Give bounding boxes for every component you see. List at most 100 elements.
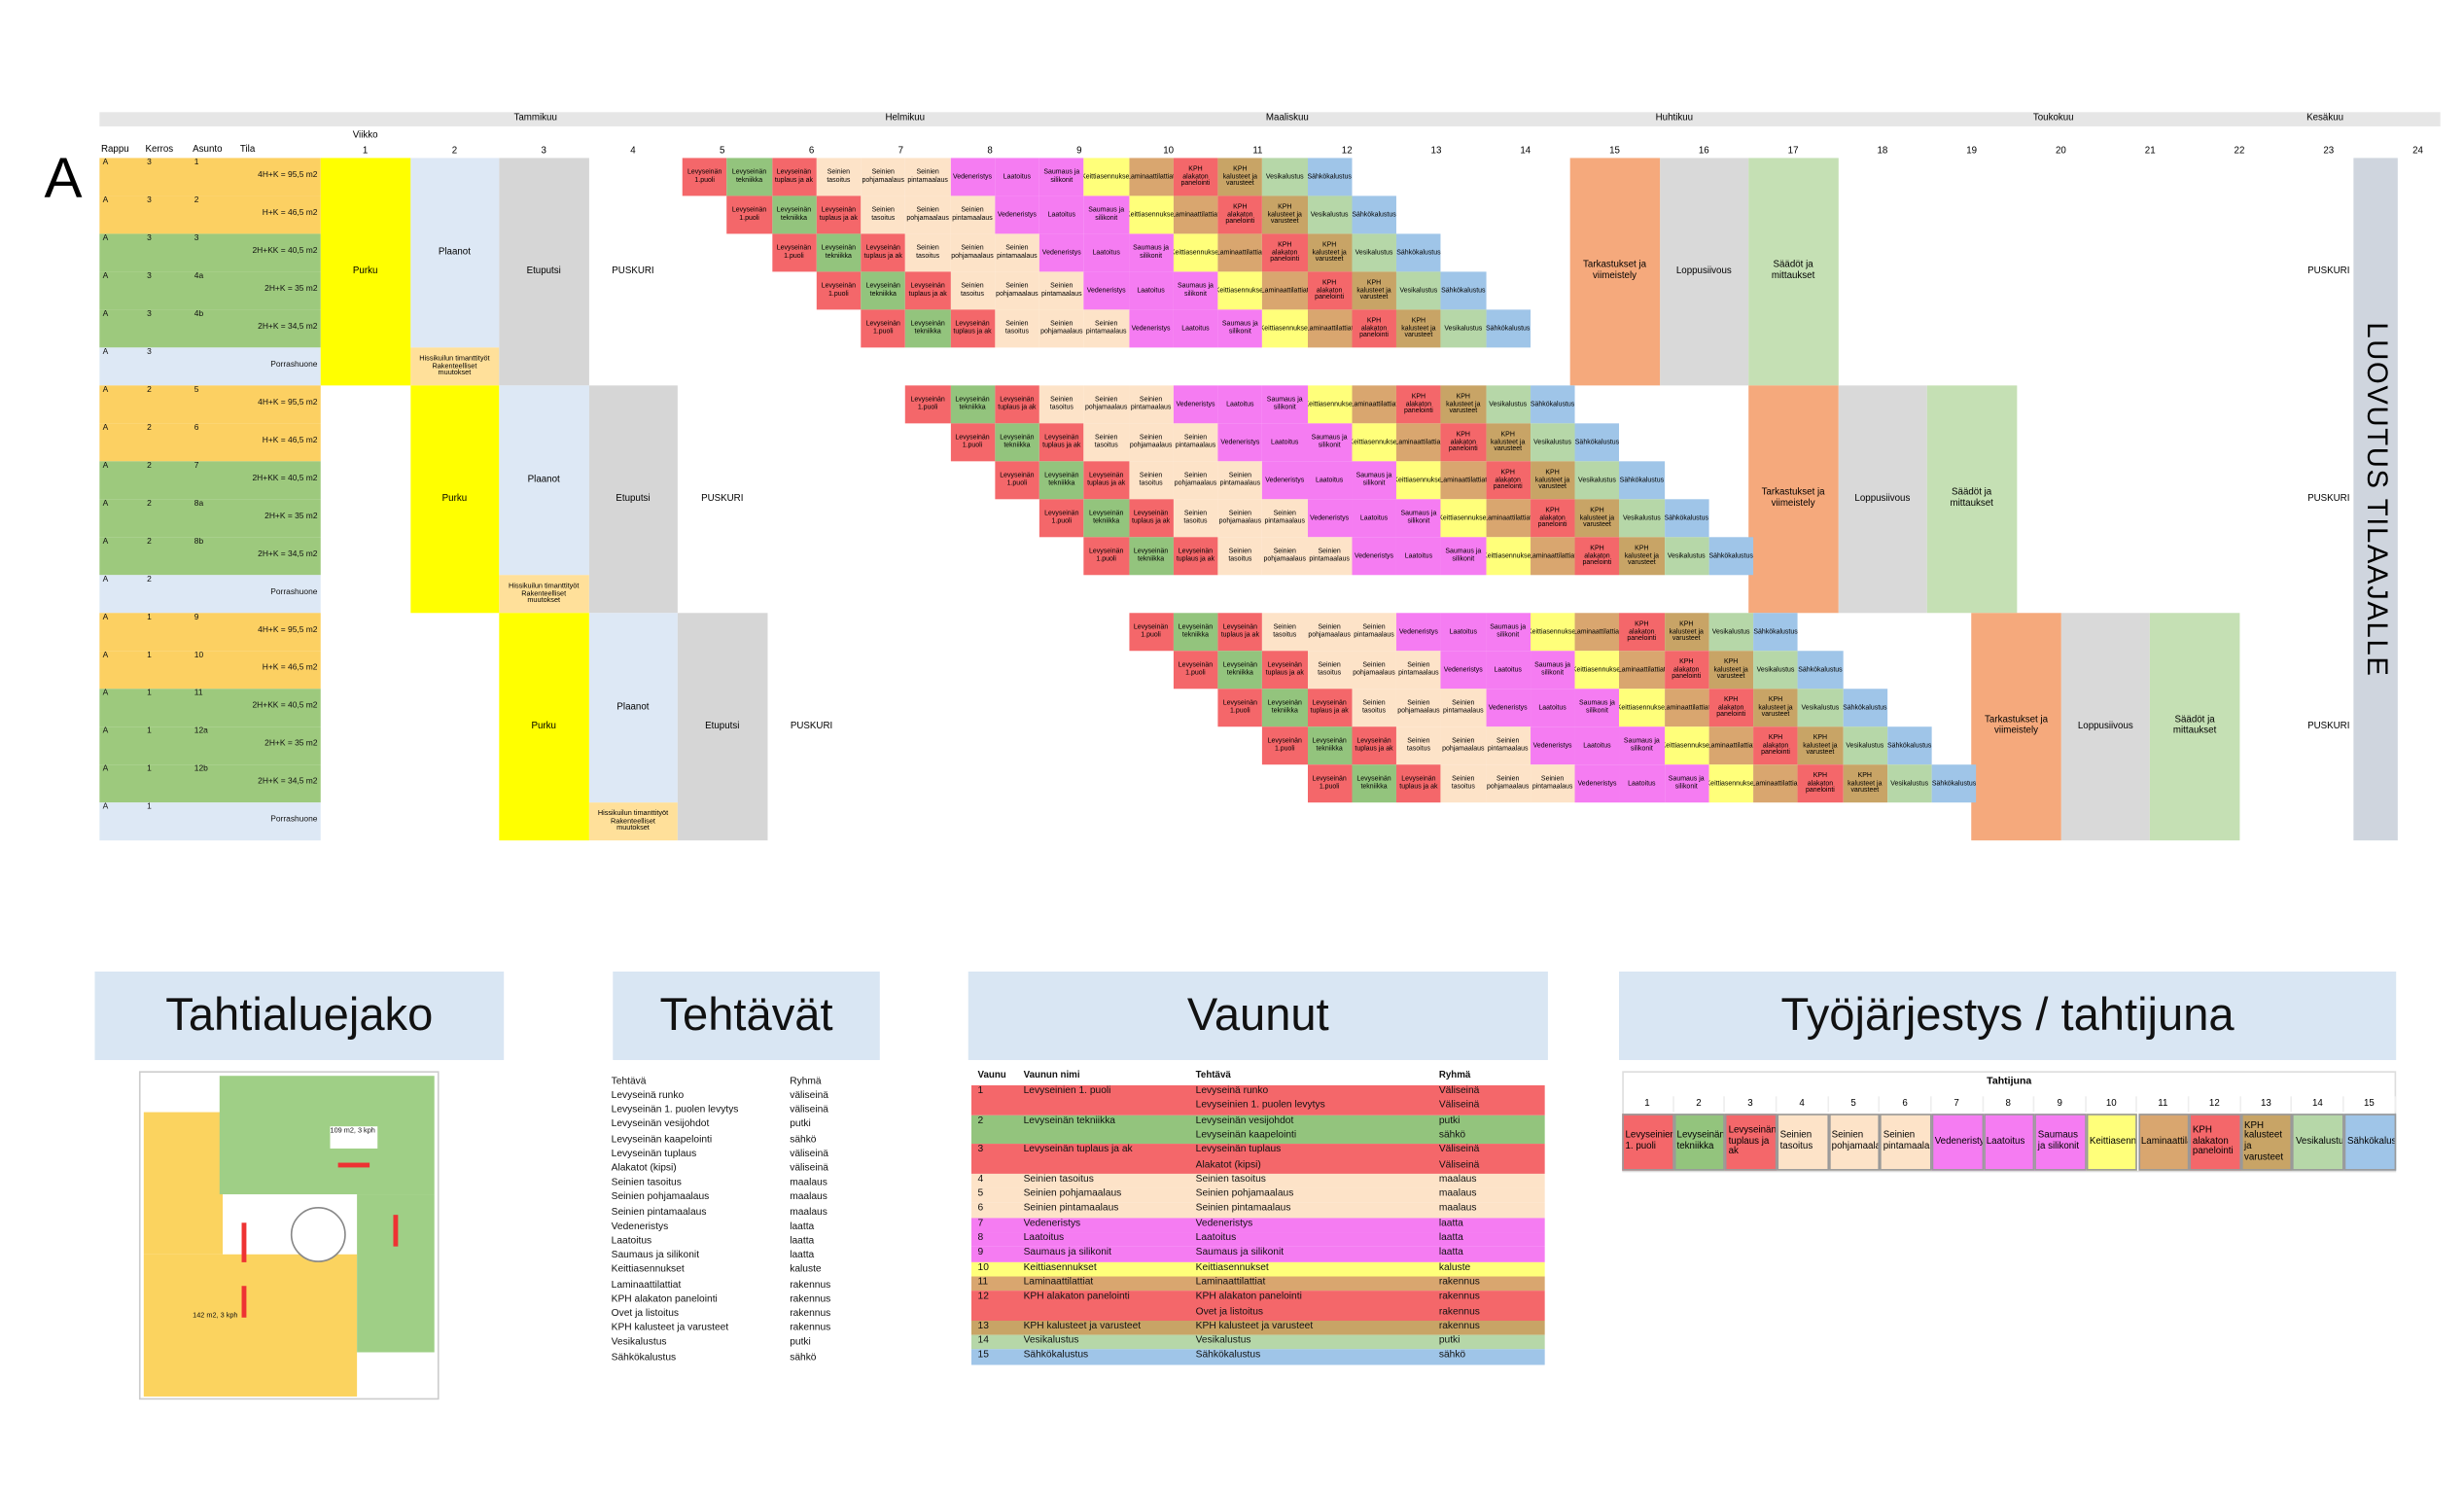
task-cell: Seinien pohjamaalaus [1217, 499, 1263, 538]
step-number: 14 [2293, 1096, 2344, 1113]
task-group: maalaus [790, 1206, 827, 1218]
week-number: 2 [451, 147, 458, 158]
task-cell: Vedeneristys [1440, 651, 1486, 690]
row-bg [99, 385, 321, 424]
vaunu-group: sähkö [1438, 1349, 1466, 1362]
month-bar [99, 112, 2441, 126]
row-bg [99, 309, 321, 348]
hissikuilu: Hissikuilun timanttityöt Rakenteelliset … [588, 802, 678, 841]
vaunu-group: laatta [1438, 1247, 1463, 1258]
task-cell: Saumaus ja silikonit [1262, 385, 1308, 424]
task-cell: KPH kalusteet ja varusteet [1485, 423, 1531, 462]
purku: Purku [320, 158, 410, 386]
tila: 2H+K = 35 m2 [264, 512, 318, 522]
task-name: Laatoitus [611, 1235, 652, 1247]
task-cell: Seinien pintamaalaus [1217, 461, 1263, 500]
task-cell: Levyseinän tekniikka [1038, 461, 1084, 500]
kerros: 1 [147, 689, 152, 698]
rappu: A [102, 461, 109, 472]
week-number: 22 [2234, 147, 2245, 158]
vaunu-number: 13 [977, 1320, 989, 1332]
task-cell: Levyseinän 1.puoli [1083, 537, 1129, 576]
arrow [241, 1222, 247, 1262]
vaunu-group: maalaus [1438, 1187, 1477, 1200]
task-name: Seinien pohjamaalaus [611, 1191, 710, 1203]
week-number: 4 [630, 147, 636, 158]
task-cell: Laatoitus [1217, 385, 1263, 424]
task-cell: KPH alakaton panelointi [1440, 423, 1486, 462]
vaunu-task: Vesikalustus [1195, 1334, 1251, 1347]
vaunu-name: KPH kalusteet ja varusteet [1023, 1320, 1142, 1332]
row-bg [99, 802, 321, 841]
week-number: 13 [1430, 147, 1442, 158]
task-cell: Laminaattilattiat [1440, 461, 1486, 500]
task-cell: KPH alakaton panelointi [1664, 651, 1709, 690]
step-cell: Laminaattilattiat [2137, 1114, 2190, 1171]
puskuri: PUSKURI [2307, 266, 2350, 276]
column-header: Kerros [145, 145, 174, 156]
vaunu-row [971, 1173, 1545, 1188]
task-cell: Vedeneristys [1262, 461, 1308, 500]
vaunu-task: Levyseinän vesijohdot [1195, 1115, 1294, 1126]
vaunu-name: Laminaattilattiat [1023, 1276, 1094, 1288]
kerros: 2 [147, 423, 152, 434]
task-name: Alakatot (kipsi) [611, 1162, 677, 1174]
kerros: 2 [147, 499, 152, 510]
step-cell: Seinien tasoitus [1777, 1114, 1829, 1171]
task-cell: Seinien tasoitus [1352, 689, 1396, 727]
task-cell: Laatoitus [1128, 271, 1174, 310]
step-cell: Seinien pintamaalaus [1880, 1114, 1932, 1171]
task-cell: KPH kalusteet ja varusteet [1440, 385, 1486, 424]
task-cell: Keittiasennukset [1083, 158, 1129, 196]
etuputsi: Etuputsi [499, 158, 589, 386]
floor-plan [138, 1071, 440, 1400]
step-cell: KPH alakaton panelointi [2189, 1114, 2241, 1171]
zone-yellow [143, 1112, 224, 1255]
task-cell: Sähkökalustus [1574, 423, 1620, 462]
task-cell: Saumaus ja silikonit [1128, 233, 1174, 272]
task-cell: Keittiasennukset [1574, 651, 1620, 690]
task-cell: Saumaus ja silikonit [1352, 461, 1396, 500]
month-label: Maaliskuu [1265, 114, 1309, 124]
vaunu-row [971, 1320, 1545, 1335]
luovutus: LUOVUTUS TILAAJALLE [2353, 158, 2398, 841]
task-cell: Seinien tasoitus [1083, 423, 1129, 462]
task-cell: KPH kalusteet ja varusteet [1753, 689, 1798, 727]
step-cell: Saumaus ja silikonit [2034, 1114, 2087, 1171]
task-cell: Keittiasennukset [1708, 764, 1754, 803]
task-cell: Keittiasennukset [1395, 461, 1441, 500]
task-cell: Seinien pohjamaalaus [1440, 726, 1486, 765]
task-cell: Laminaattilattiat [1128, 158, 1174, 196]
row-bg [99, 537, 321, 576]
step-cell: Levyseinän tekniikka [1673, 1114, 1726, 1171]
task-cell: KPH alakaton panelointi [1797, 764, 1843, 803]
task-cell: Levyseinän tuplaus ja ak [1128, 499, 1174, 538]
task-group: putki [790, 1118, 811, 1131]
tila: H+K = 46,5 m2 [262, 663, 318, 674]
task-cell: Saumaus ja silikonit [1574, 689, 1620, 727]
vaunu-name: Vesikalustus [1023, 1334, 1079, 1347]
week-number: 19 [1966, 147, 1978, 158]
plan-label: 109 m2, 3 kph [330, 1126, 378, 1149]
arrow [393, 1215, 399, 1247]
task-cell: KPH alakaton panelointi [1395, 385, 1441, 424]
rappu: A [102, 689, 109, 698]
task-cell: Vedeneristys [994, 195, 1039, 234]
task-cell: Vedeneristys [1395, 613, 1441, 652]
task-cell: Levyseinän tekniikka [1262, 689, 1308, 727]
task-name: Seinien pintamaalaus [611, 1206, 707, 1218]
arrow [241, 1286, 247, 1318]
week-number: 8 [987, 147, 993, 158]
task-cell: Laatoitus [1530, 689, 1575, 727]
step-cell: Vedeneristys [1931, 1114, 1984, 1171]
tila: 2H+KK = 40,5 m2 [252, 474, 318, 484]
task-cell: Seinien pohjamaalaus [1038, 309, 1084, 348]
task-cell: Sähkökalustus [1307, 158, 1353, 196]
vaunu-row [971, 1291, 1545, 1321]
vaunu-number: 9 [977, 1247, 984, 1258]
task-cell: Seinien tasoitus [1173, 499, 1218, 538]
task-group: väliseinä [790, 1148, 829, 1159]
task-cell: Seinien tasoitus [1128, 461, 1174, 500]
step-cell: Keittiasennukset [2086, 1114, 2138, 1171]
week-number: 15 [1609, 147, 1620, 158]
